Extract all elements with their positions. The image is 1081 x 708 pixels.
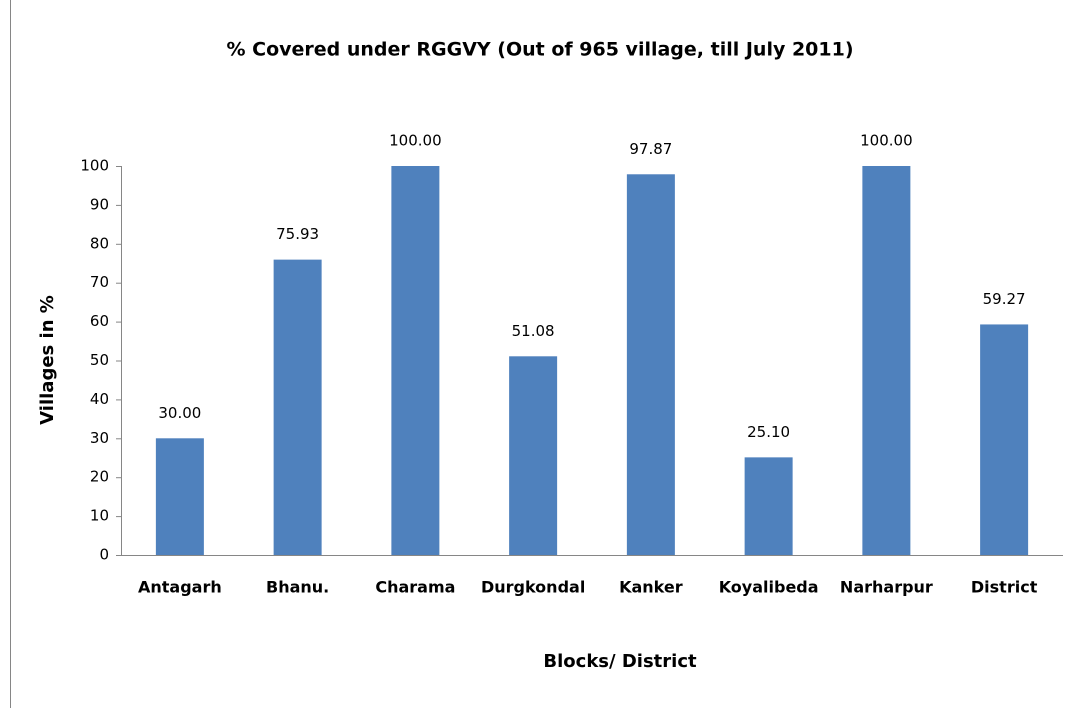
y-tick-label: 10 <box>90 507 109 525</box>
y-tick-label: 50 <box>90 351 109 369</box>
x-tick-label: Bhanu. <box>266 578 329 597</box>
y-tick-label: 90 <box>90 195 109 213</box>
data-label: 75.93 <box>276 225 319 243</box>
y-tick-label: 80 <box>90 234 109 252</box>
x-tick-label: District <box>971 578 1038 597</box>
data-label: 51.08 <box>512 322 555 340</box>
y-tick-label: 30 <box>90 429 109 447</box>
x-tick-label: Charama <box>375 578 455 597</box>
data-label: 30.00 <box>158 404 201 422</box>
y-tick-label: 0 <box>99 546 109 564</box>
data-label: 97.87 <box>629 140 672 158</box>
bar <box>744 457 793 555</box>
y-tick-label: 40 <box>90 390 109 408</box>
data-label: 100.00 <box>860 132 913 150</box>
bar <box>509 356 558 555</box>
chart-border <box>10 0 11 708</box>
bar <box>273 259 322 555</box>
y-tick-label: 20 <box>90 468 109 486</box>
x-tick-label: Kanker <box>619 578 683 597</box>
bar <box>155 438 204 555</box>
data-label: 100.00 <box>389 132 442 150</box>
chart-title: % Covered under RGGVY (Out of 965 villag… <box>226 39 853 61</box>
y-tick-label: 60 <box>90 312 109 330</box>
x-axis-label: Blocks/ District <box>543 651 697 672</box>
data-label: 59.27 <box>983 290 1026 308</box>
bar <box>980 324 1029 555</box>
bar <box>862 166 911 555</box>
x-tick-label: Narharpur <box>840 578 933 597</box>
x-tick-label: Durgkondal <box>481 578 585 597</box>
y-axis-label: Villages in % <box>37 295 58 425</box>
x-tick-label: Antagarh <box>138 578 222 597</box>
bar <box>391 166 440 555</box>
x-tick-label: Koyalibeda <box>719 578 819 597</box>
data-label: 25.10 <box>747 423 790 441</box>
bar <box>626 174 675 555</box>
y-tick-label: 70 <box>90 273 109 291</box>
y-tick-label: 100 <box>80 157 109 175</box>
